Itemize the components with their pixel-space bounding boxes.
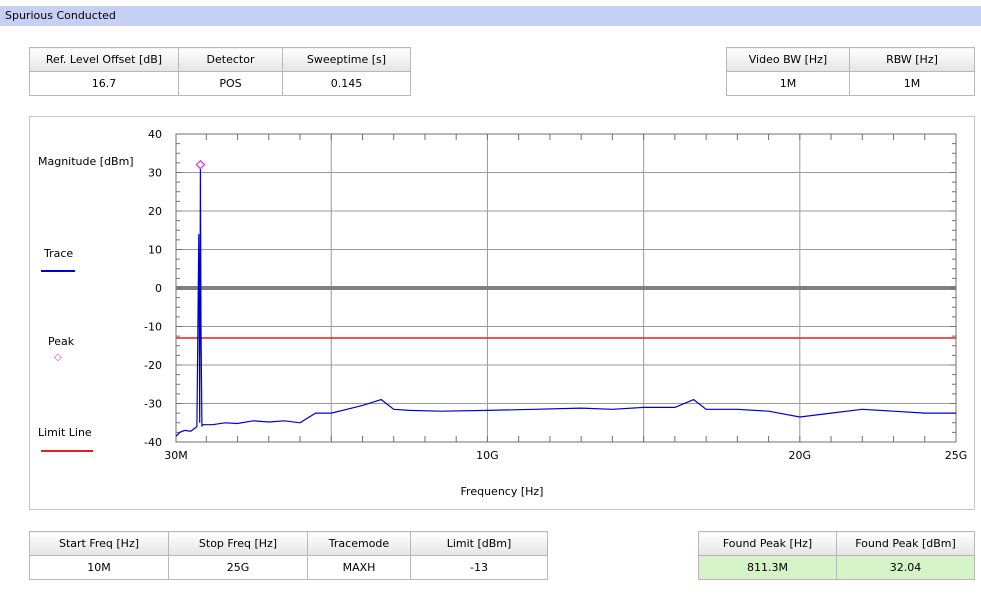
top-right-params-table: Video BW [Hz] RBW [Hz] 1M 1M: [726, 47, 975, 96]
legend-limit-line-swatch: [41, 450, 93, 452]
y-tick-label: 30: [148, 167, 162, 180]
x-tick-label: 10G: [476, 449, 499, 462]
ref-level-offset-header: Ref. Level Offset [dB]: [29, 47, 179, 72]
peak-marker: [195, 159, 206, 170]
ref-level-offset-value: 16.7: [29, 71, 179, 96]
x-tick-label: 20G: [789, 449, 812, 462]
top-left-params-table: Ref. Level Offset [dB] Detector Sweeptim…: [29, 47, 411, 96]
found-peak-level-value: 32.04: [836, 555, 975, 580]
legend-limit-line-label: Limit Line: [38, 426, 92, 439]
sweeptime-header: Sweeptime [s]: [282, 47, 411, 72]
y-tick-label: 40: [148, 128, 162, 141]
found-peak-level-header: Found Peak [dBm]: [836, 531, 975, 556]
tracemode-value: MAXH: [307, 555, 411, 580]
bottom-left-params-table: Start Freq [Hz] Stop Freq [Hz] Tracemode…: [29, 531, 548, 580]
x-axis-label: Frequency [Hz]: [460, 485, 544, 498]
y-tick-label: -30: [144, 398, 162, 411]
y-tick-label: 20: [148, 205, 162, 218]
start-freq-value: 10M: [29, 555, 169, 580]
stop-freq-value: 25G: [168, 555, 308, 580]
start-freq-header: Start Freq [Hz]: [29, 531, 169, 556]
x-tick-label: 25G: [945, 449, 968, 462]
legend-peak-label: Peak: [48, 335, 75, 348]
x-tick-label: 30M: [164, 449, 188, 462]
found-peak-freq-header: Found Peak [Hz]: [698, 531, 837, 556]
y-tick-label: -40: [144, 436, 162, 449]
y-tick-label: -10: [144, 321, 162, 334]
tracemode-header: Tracemode: [307, 531, 411, 556]
limit-value: -13: [410, 555, 548, 580]
video-bw-value: 1M: [726, 71, 850, 96]
detector-header: Detector: [178, 47, 283, 72]
trace-series-line: [175, 166, 956, 437]
plot-panel: Magnitude [dBm] Trace Peak ◇ Limit Line …: [29, 116, 975, 510]
legend-trace-swatch: [41, 270, 75, 272]
rbw-value: 1M: [849, 71, 975, 96]
window-title: Spurious Conducted: [0, 6, 981, 26]
found-peak-table: Found Peak [Hz] Found Peak [dBm] 811.3M …: [698, 531, 975, 580]
video-bw-header: Video BW [Hz]: [726, 47, 850, 72]
sweeptime-value: 0.145: [282, 71, 411, 96]
y-tick-label: -20: [144, 359, 162, 372]
y-axis-label: Magnitude [dBm]: [38, 155, 134, 168]
legend-peak-marker-icon: ◇: [54, 352, 62, 363]
y-tick-label: 0: [155, 282, 162, 295]
stop-freq-header: Stop Freq [Hz]: [168, 531, 308, 556]
limit-header: Limit [dBm]: [410, 531, 548, 556]
detector-value: POS: [178, 71, 283, 96]
found-peak-freq-value: 811.3M: [698, 555, 837, 580]
legend-trace-label: Trace: [44, 247, 74, 260]
y-tick-label: 10: [148, 244, 162, 257]
rbw-header: RBW [Hz]: [849, 47, 975, 72]
